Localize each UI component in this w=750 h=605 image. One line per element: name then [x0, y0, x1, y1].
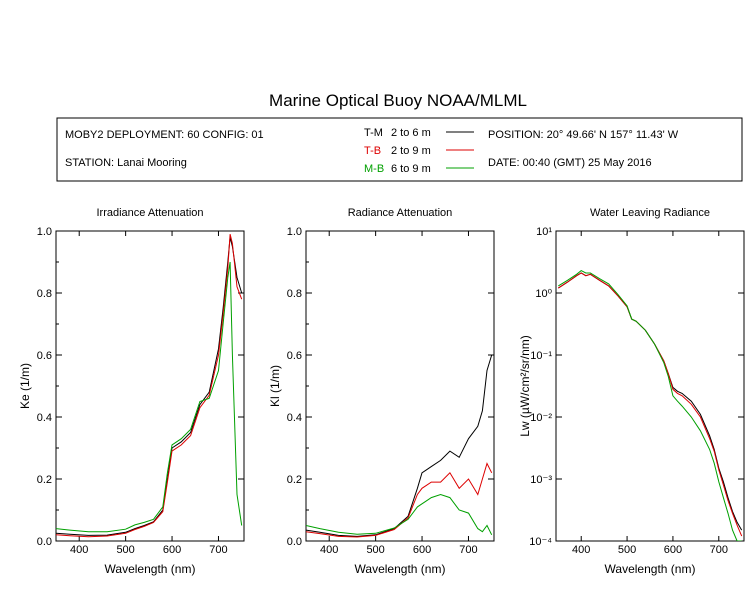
y-tick-label: 0.8 — [37, 288, 52, 300]
info-box-frame — [56, 117, 743, 182]
legend-item-tb: T-B 2 to 9 m — [364, 145, 474, 157]
x-axis-label: Wavelength (nm) — [605, 562, 696, 576]
legend-code-tm: T-M — [364, 127, 383, 139]
legend-code-mb: M-B — [364, 163, 384, 175]
legend-code-tb: T-B — [364, 145, 381, 157]
plot-title: Radiance Attenuation — [348, 207, 453, 219]
x-tick-label: 500 — [116, 544, 134, 556]
series-line-m-b — [56, 261, 243, 533]
y-tick-label: 10¹ — [536, 226, 552, 238]
y-tick-label: 0.2 — [37, 474, 52, 486]
plot-1: Irradiance Attenuation 400 500 600 700 0.0 0.2… — [18, 207, 245, 576]
series-line-t-m — [558, 272, 743, 531]
plots: Irradiance Attenuation 400 500 600 700 0.0 0.2… — [18, 207, 745, 576]
x-tick-label: 600 — [163, 544, 181, 556]
y-tick-label: 10⁻³ — [530, 474, 552, 486]
plot-title: Water Leaving Radiance — [590, 207, 710, 219]
info-box: MOBY2 DEPLOYMENT: 60 CONFIG: 01 STATION:… — [56, 117, 743, 182]
y-axis-label: Ke (1/m) — [18, 363, 32, 409]
x-tick-label: 400 — [572, 544, 590, 556]
x-axis-label: Wavelength (nm) — [105, 562, 196, 576]
series-line-t-m — [306, 354, 493, 537]
series-line-m-b — [558, 270, 742, 541]
date-text: DATE: 00:40 (GMT) 25 May 2016 — [488, 157, 652, 169]
x-tick-label: 700 — [459, 544, 477, 556]
y-tick-label: 0.8 — [287, 288, 302, 300]
plot-3: Water Leaving Radiance 400 500 600 700 10⁻⁴ 10… — [518, 207, 745, 576]
y-tick-label: 0.6 — [287, 350, 302, 362]
y-axis-label: Kl (1/m) — [268, 365, 282, 407]
series-line-t-m — [56, 237, 243, 536]
deployment-text: MOBY2 DEPLOYMENT: 60 CONFIG: 01 — [65, 129, 264, 141]
y-tick-label: 10⁻⁴ — [529, 536, 552, 548]
legend-range-tb: 2 to 9 m — [391, 145, 431, 157]
y-tick-label: 1.0 — [37, 226, 52, 238]
y-axis-label: Lw (µW/cm²/sr/nm) — [518, 335, 532, 437]
x-tick-label: 600 — [664, 544, 682, 556]
y-tick-label: 0.0 — [287, 536, 302, 548]
y-tick-label: 0.4 — [287, 412, 302, 424]
x-tick-label: 600 — [413, 544, 431, 556]
legend-item-mb: M-B 6 to 9 m — [364, 163, 474, 175]
x-tick-label: 700 — [209, 544, 227, 556]
plot-title: Irradiance Attenuation — [96, 207, 203, 219]
y-tick-label: 1.0 — [287, 226, 302, 238]
x-tick-label: 500 — [366, 544, 384, 556]
y-tick-label: 10⁻² — [530, 412, 552, 424]
series-line-t-b — [306, 462, 493, 538]
x-tick-label: 400 — [70, 544, 88, 556]
legend-range-tm: 2 to 6 m — [391, 127, 431, 139]
x-axis-label: Wavelength (nm) — [355, 562, 446, 576]
y-tick-label: 0.2 — [287, 474, 302, 486]
legend-item-tm: T-M 2 to 6 m — [364, 127, 474, 139]
x-tick-label: 700 — [710, 544, 728, 556]
y-tick-label: 10⁰ — [535, 288, 552, 300]
plot-frame — [305, 230, 495, 542]
y-tick-label: 0.0 — [37, 536, 52, 548]
plot-frame — [555, 230, 745, 542]
y-tick-label: 0.4 — [37, 412, 52, 424]
series-line-t-b — [558, 272, 743, 537]
x-tick-label: 400 — [320, 544, 338, 556]
series-line-m-b — [306, 493, 493, 536]
plot-frame — [55, 230, 245, 542]
legend: T-M 2 to 6 m T-B 2 to 9 m M-B 6 to 9 m — [364, 127, 474, 175]
y-tick-label: 10⁻¹ — [530, 350, 552, 362]
plot-2: Radiance Attenuation 400 500 600 700 0.0 0.2 0.… — [268, 207, 495, 576]
series-line-t-b — [56, 233, 243, 538]
x-tick-label: 500 — [618, 544, 636, 556]
legend-range-mb: 6 to 9 m — [391, 163, 431, 175]
figure-title: Marine Optical Buoy NOAA/MLML — [269, 91, 527, 110]
station-text: STATION: Lanai Mooring — [65, 157, 187, 169]
position-text: POSITION: 20° 49.66' N 157° 11.43' W — [488, 129, 679, 141]
y-tick-label: 0.6 — [37, 350, 52, 362]
